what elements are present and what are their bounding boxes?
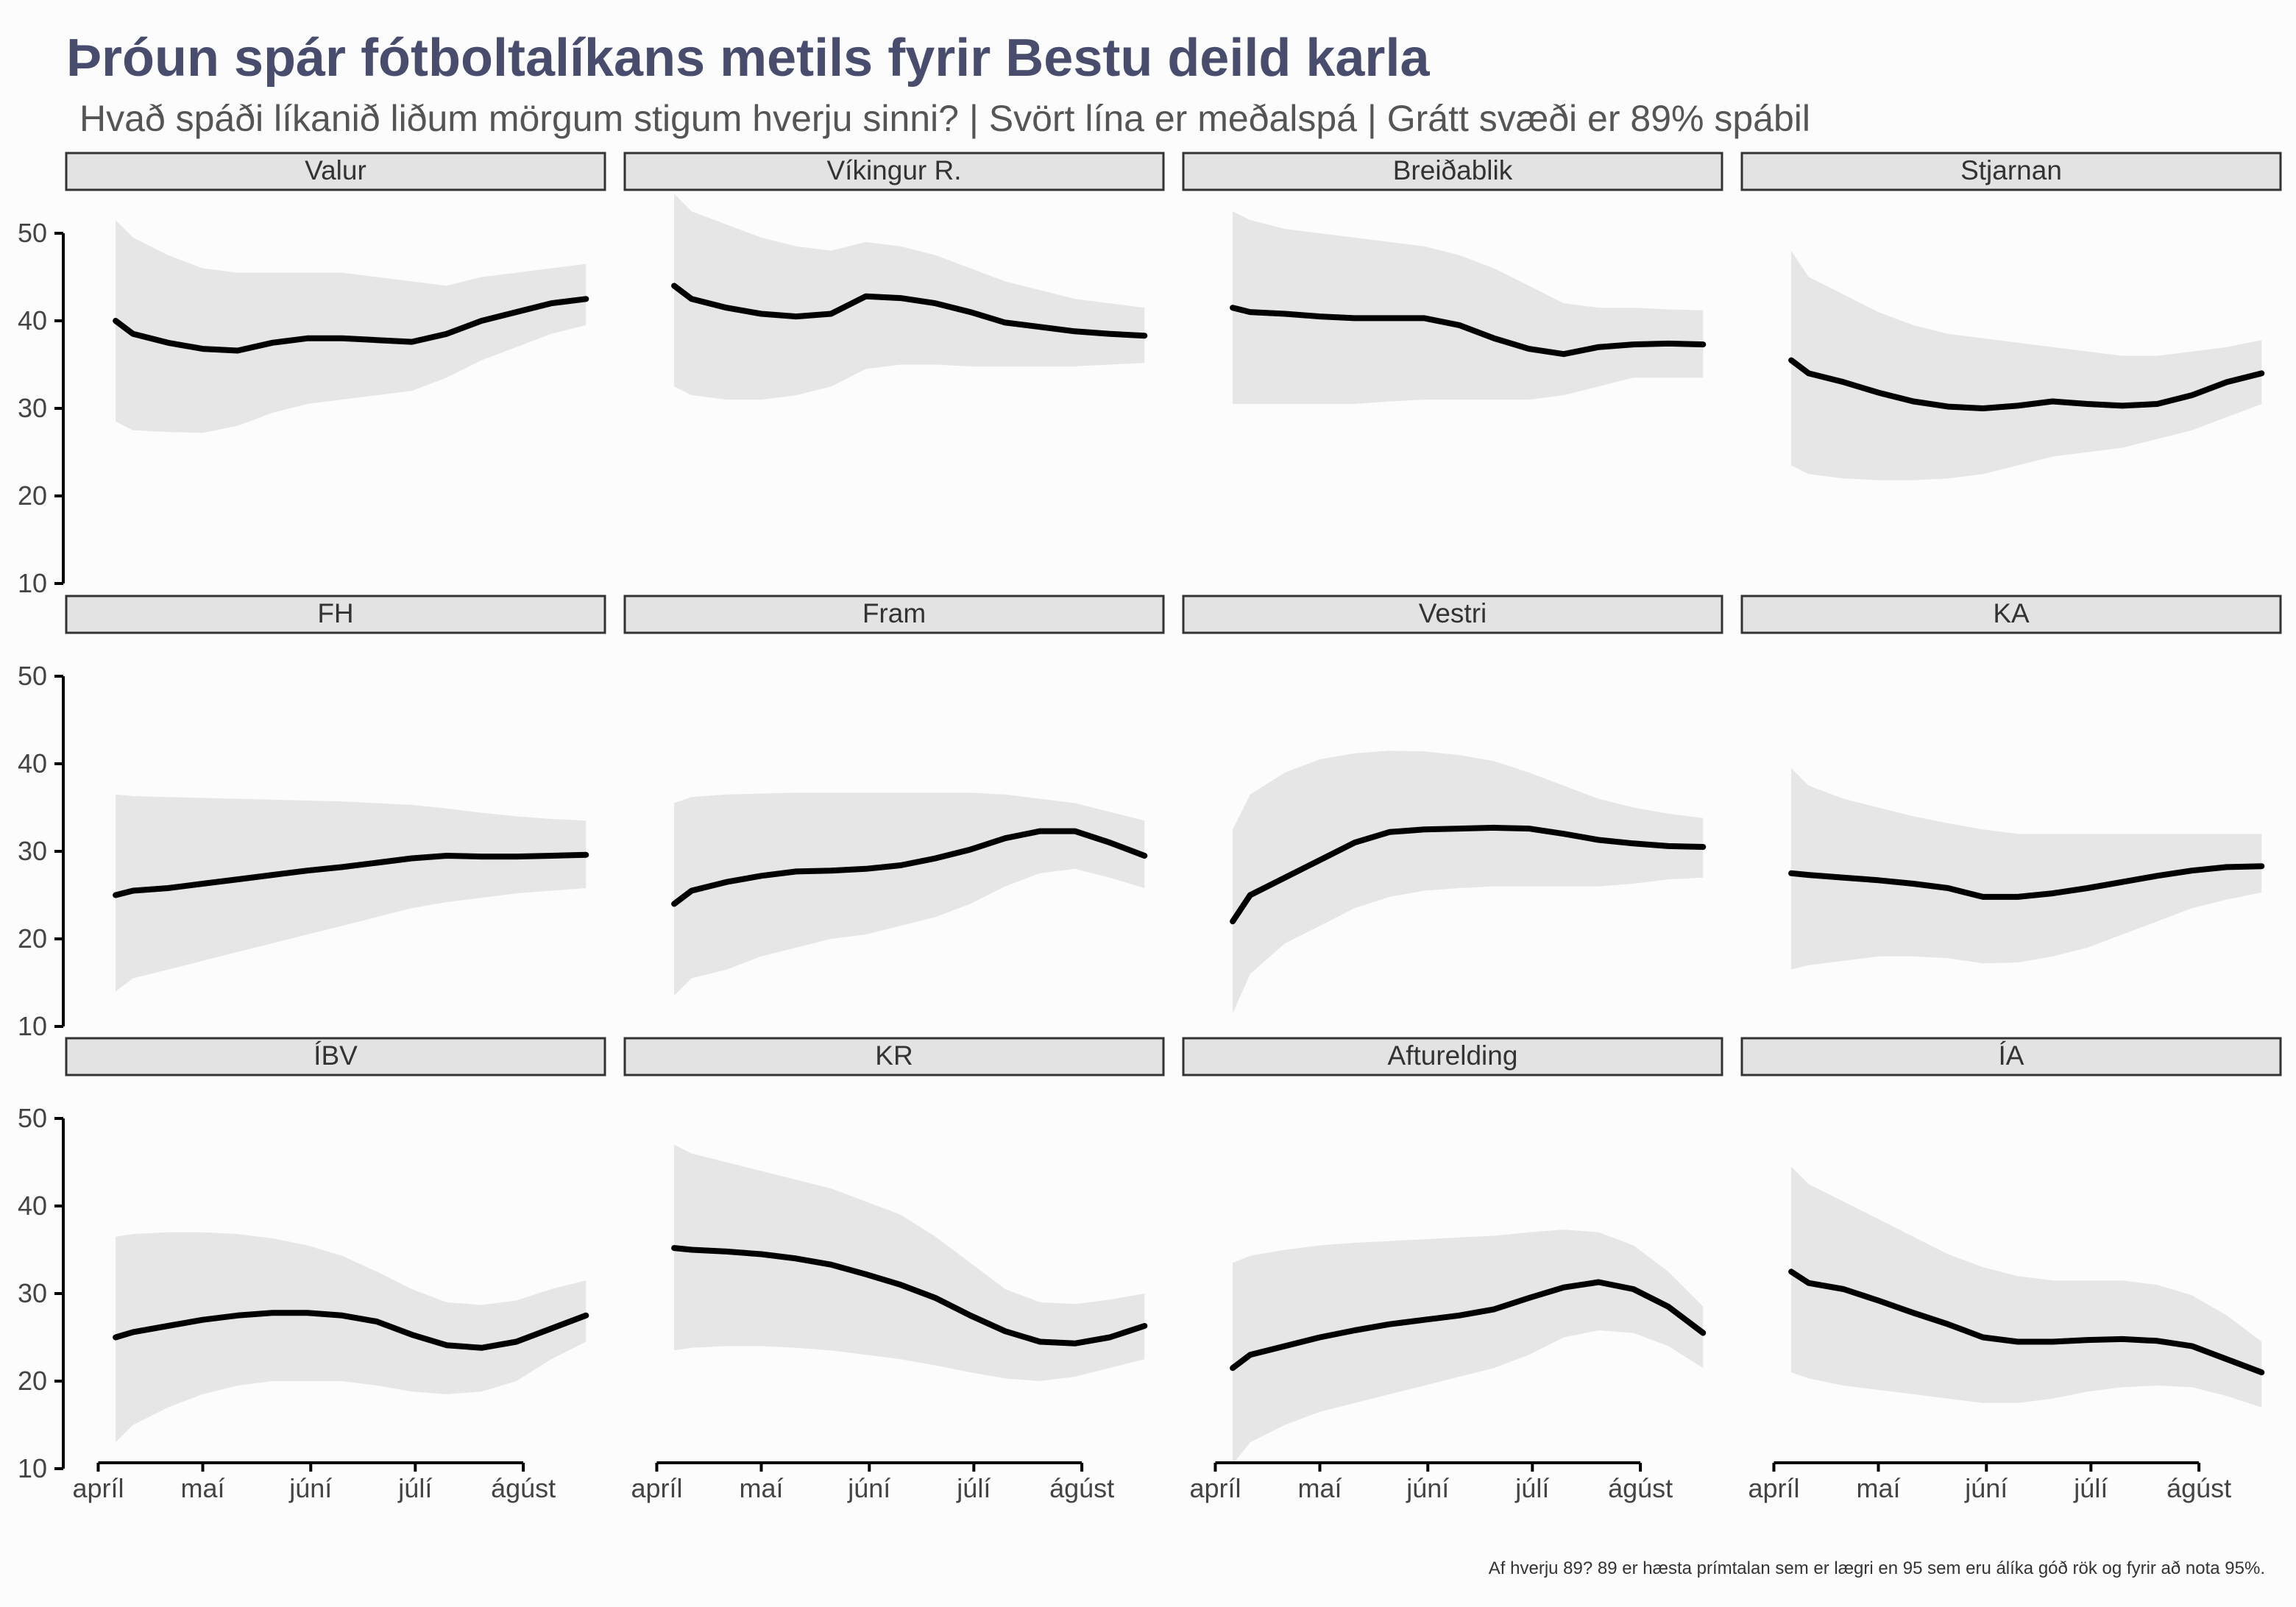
facet-panel-12: ÍA apríl maí júní júlí ágúst <box>1740 1037 2282 1503</box>
x-tick-label: ágúst <box>1608 1473 1673 1503</box>
x-tick-label: maí <box>1857 1473 1901 1503</box>
facet-strip <box>65 595 606 634</box>
facet-strip-label: Breiðablik <box>1393 155 1513 185</box>
x-tick-label: maí <box>181 1473 225 1503</box>
facet-panel-4: Stjarnan <box>1740 152 2282 480</box>
facet-strip-label: Valur <box>305 155 366 185</box>
y-tick-label: 50 <box>18 218 47 248</box>
facet-panel-3: Breiðablik <box>1182 152 1723 404</box>
x-tick-label: apríl <box>1189 1473 1241 1503</box>
facet-panel-9: ÍBV 10 20 30 40 50 apríl maí júní júlí ágúst <box>18 1037 606 1503</box>
y-tick-label: 10 <box>18 1453 47 1483</box>
mean-line <box>113 851 589 898</box>
facet-strip <box>1182 152 1723 191</box>
y-tick-label: 50 <box>18 661 47 691</box>
mean-line <box>1230 1279 1707 1372</box>
x-tick-label: apríl <box>72 1473 124 1503</box>
facet-panel-7: Vestri <box>1182 595 1723 1014</box>
facet-strip-label: Víkingur R. <box>826 155 961 185</box>
x-tick-label: apríl <box>1748 1473 1799 1503</box>
x-tick-label: júní <box>1964 1473 2008 1503</box>
x-tick-label: ágúst <box>1049 1473 1114 1503</box>
facet-strip <box>1182 1037 1723 1076</box>
y-tick-label: 20 <box>18 923 47 954</box>
mean-line <box>1788 863 2265 900</box>
y-tick-label: 10 <box>18 1011 47 1041</box>
facet-strip <box>623 1037 1165 1076</box>
mean-line <box>1788 1269 2265 1376</box>
x-tick-label: ágúst <box>491 1473 556 1503</box>
facet-panel-2: Víkingur R. <box>623 152 1165 400</box>
facet-strip <box>1740 1037 2282 1076</box>
y-tick-label: 20 <box>18 480 47 511</box>
x-tick-label: júlí <box>1514 1473 1549 1503</box>
y-tick-label: 30 <box>18 836 47 866</box>
facet-panel-10: KR apríl maí júní júlí ágúst <box>623 1037 1165 1503</box>
facet-panel-5: FH 10 20 30 40 50 <box>18 595 606 1041</box>
interval-band <box>116 220 587 433</box>
mean-line <box>671 283 1148 339</box>
x-tick-label: júlí <box>2073 1473 2108 1503</box>
facet-panel-11: Afturelding apríl maí júní júlí ágúst <box>1182 1037 1723 1503</box>
interval-band <box>116 794 587 992</box>
facet-strip-label: Vestri <box>1419 598 1487 628</box>
y-tick-label: 40 <box>18 305 47 336</box>
facet-strip-label: Afturelding <box>1388 1040 1518 1071</box>
mean-line <box>1230 824 1707 925</box>
interval-band <box>1791 250 2262 480</box>
interval-band <box>1233 211 1704 404</box>
facet-strip <box>65 152 606 191</box>
x-tick-label: júní <box>1406 1473 1449 1503</box>
facet-strip <box>623 152 1165 191</box>
mean-line <box>1230 305 1707 358</box>
interval-band <box>674 792 1145 996</box>
facet-strip-label: ÍBV <box>313 1040 358 1071</box>
facet-strip-label: FH <box>317 598 353 628</box>
x-tick-label: maí <box>1298 1473 1342 1503</box>
facet-strip <box>1740 595 2282 634</box>
x-tick-label: apríl <box>631 1473 682 1503</box>
y-tick-label: 40 <box>18 1191 47 1221</box>
interval-band <box>674 1144 1145 1381</box>
chart-caption: Af hverju 89? 89 er hæsta prímtalan sem … <box>1489 1558 2265 1578</box>
facet-strip-label: Fram <box>862 598 926 628</box>
facet-strip-label: ÍA <box>1999 1040 2024 1071</box>
interval-band <box>1233 751 1704 1014</box>
y-tick-label: 10 <box>18 568 47 598</box>
facet-strip <box>1182 595 1723 634</box>
y-tick-label: 40 <box>18 748 47 778</box>
facet-panels: Valur 10 20 30 40 50 Víkingur R. Breiðablik Stja… <box>18 152 2282 1503</box>
x-tick-label: júní <box>288 1473 332 1503</box>
facet-strip <box>65 1037 606 1076</box>
x-tick-label: júlí <box>397 1473 432 1503</box>
interval-band <box>1233 1230 1704 1464</box>
facet-strip <box>623 595 1165 634</box>
interval-band <box>1791 768 2262 970</box>
mean-line <box>1788 357 2265 411</box>
chart-title: Þróun spár fótboltalíkans metils fyrir B… <box>66 29 1430 88</box>
facet-strip-label: KR <box>875 1040 913 1071</box>
facet-panel-6: Fram <box>623 595 1165 996</box>
y-tick-label: 20 <box>18 1366 47 1396</box>
facet-panel-8: KA <box>1740 595 2282 970</box>
chart-subtitle: Hvað spáði líkanið liðum mörgum stigum h… <box>79 98 1810 139</box>
mean-line <box>671 828 1148 907</box>
x-tick-label: ágúst <box>2166 1473 2231 1503</box>
facet-strip-label: KA <box>1993 598 2030 628</box>
facet-strip-label: Stjarnan <box>1960 155 2062 185</box>
x-tick-label: júlí <box>956 1473 991 1503</box>
interval-band <box>1791 1166 2262 1408</box>
y-tick-label: 30 <box>18 393 47 423</box>
facet-strip <box>1740 152 2282 191</box>
interval-band <box>116 1232 587 1443</box>
mean-line <box>671 1245 1148 1347</box>
x-tick-label: maí <box>740 1473 784 1503</box>
facet-panel-1: Valur 10 20 30 40 50 <box>18 152 606 598</box>
y-tick-label: 50 <box>18 1103 47 1133</box>
mean-line <box>113 1310 589 1351</box>
x-tick-label: júní <box>847 1473 890 1503</box>
y-tick-label: 30 <box>18 1278 47 1308</box>
mean-line <box>113 296 589 354</box>
